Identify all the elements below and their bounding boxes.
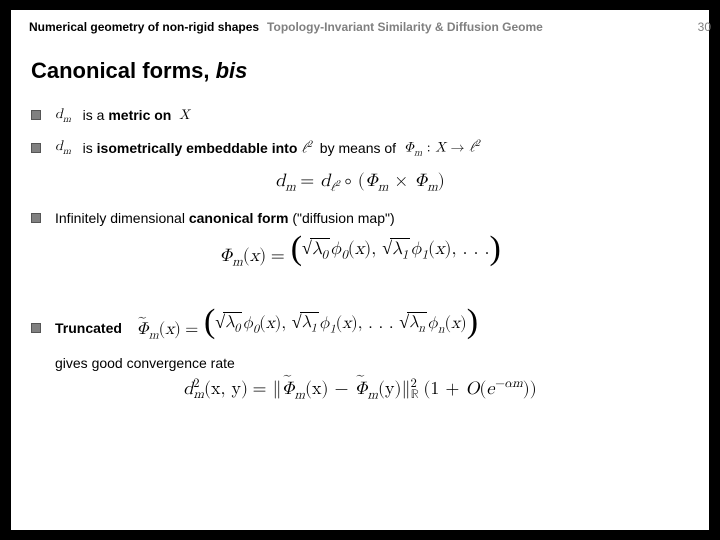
title-main: Canonical forms,	[31, 58, 216, 83]
slide-title: Canonical forms, bis	[31, 58, 689, 84]
bullet-icon	[31, 143, 41, 153]
symbol-dm: dm	[55, 138, 71, 157]
bullet-4-continuation: gives good convergence rate	[55, 355, 689, 371]
bullet-2-text-b: by means of	[312, 140, 404, 156]
bullet-icon	[31, 110, 41, 120]
bullet-3: Infinitely dimensional canonical form ("…	[31, 210, 689, 226]
bullet-icon	[31, 323, 41, 333]
bullet-3-text: Infinitely dimensional canonical form ("…	[55, 210, 395, 226]
symbol-X: X	[179, 107, 190, 124]
page-number: 30	[698, 20, 711, 34]
bullet-2-text: is isometrically embeddable into	[71, 140, 301, 156]
bullet-4-text: Truncated	[55, 320, 122, 336]
equation-3: Φm(x) = ( √λ0ϕ0(x), √λ1ϕ1(x), . . . √λnϕ…	[128, 312, 478, 343]
title-italic: bis	[216, 58, 248, 83]
bullet-list: dm is a metric on X dm is isometrically …	[31, 106, 689, 403]
equation-2: Φm(x) = ( √λ0ϕ0(x), √λ1ϕ1(x), . . . )	[31, 238, 689, 270]
bullet-2: dm is isometrically embeddable into ℓ2 b…	[31, 137, 689, 158]
symbol-ell2: ℓ2	[301, 138, 312, 158]
bullet-1-text: is a metric on	[71, 107, 179, 123]
spacer	[31, 284, 689, 312]
symbol-dm: dm	[55, 106, 71, 125]
bullet-icon	[31, 213, 41, 223]
map-phi: Φm : X → ℓ2	[404, 137, 480, 158]
bullet-4: Truncated Φm(x) = ( √λ0ϕ0(x), √λ1ϕ1(x), …	[31, 312, 689, 343]
header-left: Numerical geometry of non-rigid shapes	[29, 20, 259, 34]
equation-1: dm = dℓ2 ∘ (Φm × Φm)	[31, 170, 689, 196]
header-right: Topology-Invariant Similarity & Diffusio…	[267, 20, 543, 34]
slide-header: Numerical geometry of non-rigid shapes T…	[29, 20, 720, 34]
slide: Numerical geometry of non-rigid shapes T…	[11, 10, 709, 530]
equation-4: d2m(x, y) = ∥Φm(x) − Φm(y)∥2ℝ (1 + O(e−α…	[31, 377, 689, 404]
bullet-1: dm is a metric on X	[31, 106, 689, 125]
